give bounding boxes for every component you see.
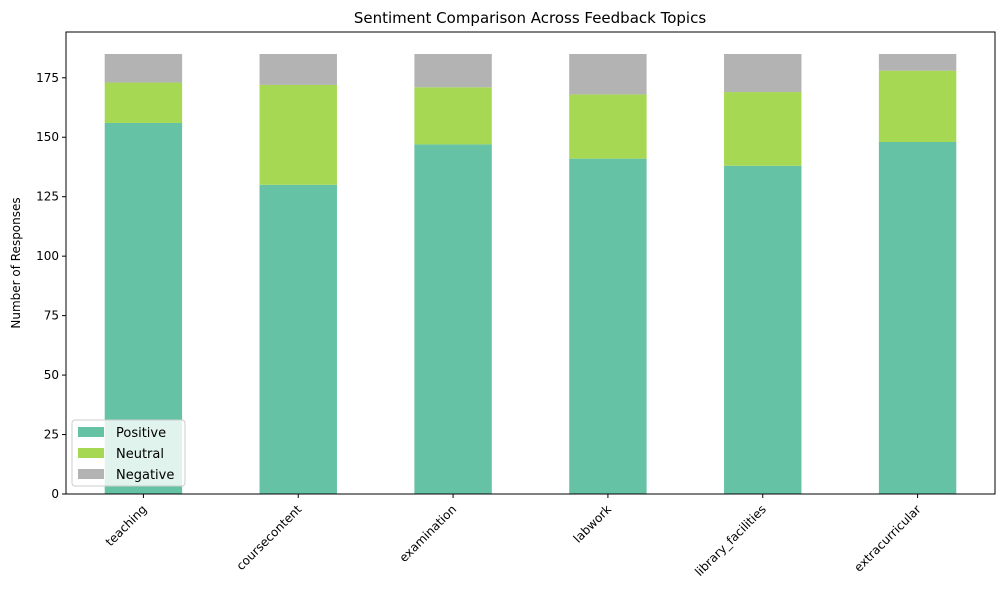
bar-negative-examination <box>414 54 492 88</box>
x-tick-label: teaching <box>103 502 150 549</box>
bar-positive-labwork <box>569 158 647 494</box>
bar-neutral-labwork <box>569 94 647 159</box>
legend-swatch-positive <box>78 427 104 437</box>
bar-neutral-teaching <box>104 82 183 123</box>
y-tick-label: 175 <box>36 71 59 85</box>
legend: Positive Neutral Negative <box>71 419 186 487</box>
bar-negative-extracurricular <box>878 54 957 71</box>
y-tick-label: 125 <box>36 190 59 204</box>
bar-positive-examination <box>414 144 492 495</box>
bar-positive-library_facilities <box>724 165 802 494</box>
legend-label-neutral: Neutral <box>116 447 164 462</box>
bar-negative-labwork <box>569 54 647 95</box>
x-tick-label: library_facilities <box>692 502 769 579</box>
bars-group <box>104 54 957 495</box>
x-tick-label: coursecontent <box>234 502 305 573</box>
bar-negative-library_facilities <box>724 54 802 93</box>
y-tick-label: 150 <box>36 130 59 144</box>
y-ticks-group: 0 25 50 75 100 125 150 175 <box>36 71 66 501</box>
y-tick-label: 25 <box>44 428 59 442</box>
bar-neutral-examination <box>414 87 492 145</box>
plot-frame <box>65 31 996 495</box>
bar-negative-coursecontent <box>259 54 337 85</box>
chart-title: Sentiment Comparison Across Feedback Top… <box>354 9 706 27</box>
y-tick-label: 50 <box>44 368 59 382</box>
bar-neutral-library_facilities <box>724 92 802 166</box>
x-tick-label: extracurricular <box>851 502 923 574</box>
bar-positive-coursecontent <box>259 184 337 495</box>
x-tick-label: examination <box>397 502 460 565</box>
bar-positive-extracurricular <box>878 142 957 494</box>
y-tick-label: 100 <box>36 249 59 263</box>
y-tick-label: 0 <box>51 487 59 501</box>
bar-negative-teaching <box>104 54 183 83</box>
legend-swatch-negative <box>78 469 104 479</box>
legend-swatch-neutral <box>78 448 104 458</box>
x-tick-label: labwork <box>571 502 614 545</box>
legend-label-negative: Negative <box>116 468 174 483</box>
y-axis-label: Number of Responses <box>9 197 23 328</box>
y-tick-label: 75 <box>44 309 59 323</box>
legend-label-positive: Positive <box>116 426 166 441</box>
bar-neutral-coursecontent <box>259 84 337 185</box>
bar-neutral-extracurricular <box>878 70 957 142</box>
x-ticks-group: teaching coursecontent examination labwork l… <box>103 494 924 579</box>
